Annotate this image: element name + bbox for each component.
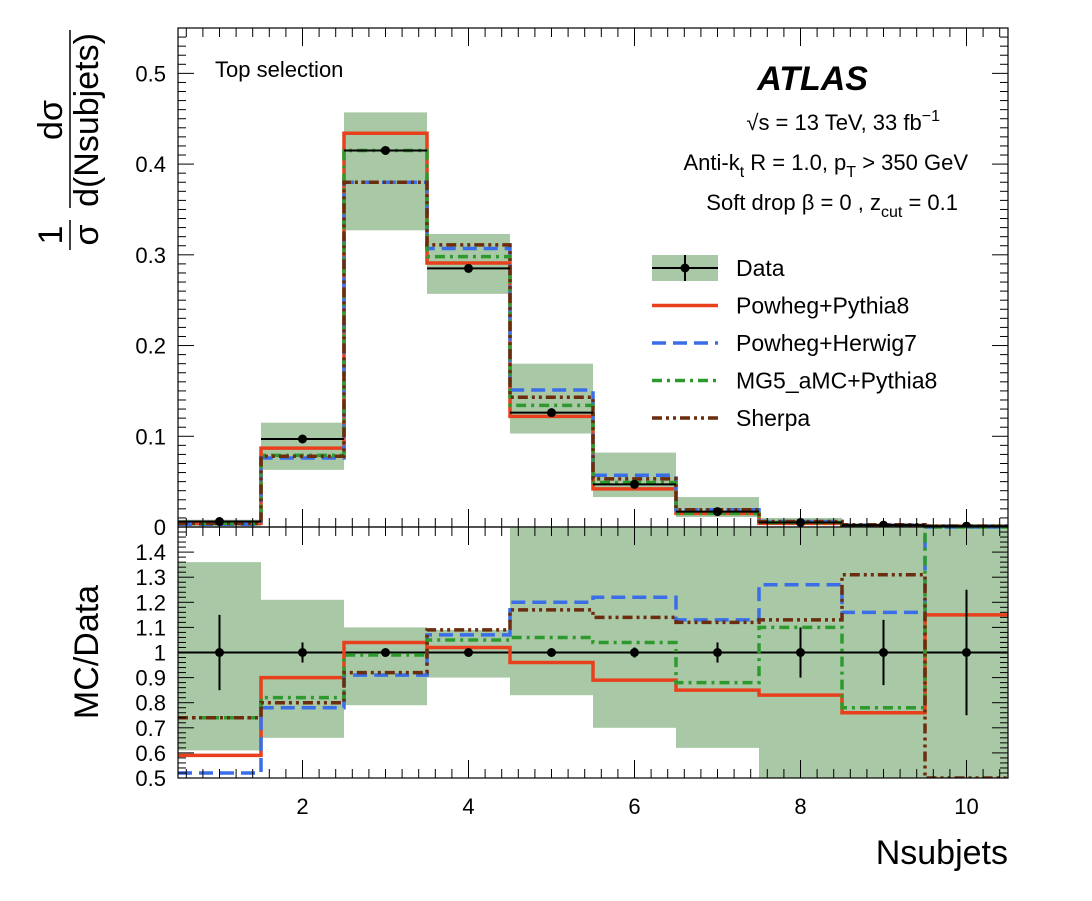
energy-text: s = 13 TeV, 33 fb (758, 110, 921, 135)
sd-tail: = 0.1 (902, 190, 958, 215)
y-tick-label: 0.5 (135, 61, 166, 86)
uncertainty-band-bin (593, 527, 676, 728)
energy-superscript: −1 (922, 108, 940, 125)
y-tick-label: 0.4 (135, 152, 166, 177)
legend-label: Sherpa (736, 405, 810, 431)
y-tick-label: 0.5 (135, 766, 166, 791)
data-point (962, 648, 971, 657)
x-tick-label: 6 (628, 794, 640, 819)
data-point (879, 648, 888, 657)
main-panel-plot-area (178, 112, 1008, 527)
main-panel: 0 0.1 0.2 0.3 0.4 0.5 (135, 27, 1009, 540)
data-point (547, 408, 556, 418)
ylabel-dsigma: dσ (32, 100, 70, 140)
data-point (630, 479, 639, 489)
data-point (298, 648, 307, 657)
ylabel-one: 1 (32, 226, 70, 245)
uncertainty-band-bin (344, 112, 427, 231)
legend-item: Powheg+Pythia8 (652, 293, 909, 319)
y-tick-label: 0.1 (135, 424, 166, 449)
selection-label: Top selection (215, 57, 343, 82)
softdrop-line: Soft drop β = 0 , zcut = 0.1 (706, 190, 958, 221)
data-point (713, 507, 722, 517)
legend-item: Sherpa (652, 405, 810, 431)
jet-line: Anti-kt R = 1.0, pT > 350 GeV (683, 150, 968, 181)
legend-swatch-marker (680, 263, 690, 273)
data-point (381, 145, 390, 155)
y-tick-label: 0.7 (135, 716, 166, 741)
jet-pt-sub: T (846, 164, 856, 181)
legend-item: Data (652, 255, 785, 281)
x-tick-label: 10 (954, 794, 978, 819)
ylabel-sigma: σ (68, 224, 106, 245)
sqrt-symbol: √ (746, 110, 759, 135)
y-tick-label: 0.3 (135, 243, 166, 268)
jet-tail: > 350 GeV (856, 150, 968, 175)
y-tick-label: 1.1 (135, 615, 166, 640)
data-point (464, 648, 473, 657)
series-powheg-herwig7 (178, 527, 1008, 775)
y-tick-label: 1.2 (135, 590, 166, 615)
data-point (381, 648, 390, 657)
y-tick-label: 0.8 (135, 691, 166, 716)
legend-label: Data (736, 255, 785, 281)
legend-label: MG5_aMC+Pythia8 (736, 368, 937, 394)
uncertainty-band-bin (261, 599, 344, 738)
y-tick-label: 0.9 (135, 666, 166, 691)
data-point (298, 434, 307, 444)
jet-prefix: Anti-k (683, 150, 740, 175)
y-tick-label: 1 (154, 641, 166, 666)
legend-item: Powheg+Herwig7 (652, 330, 917, 356)
y-tick-label: 1.4 (135, 540, 166, 565)
uncertainty-band-bin (344, 627, 427, 706)
sd-prefix: Soft drop β = 0 , z (706, 190, 881, 215)
legend-label: Powheg+Herwig7 (736, 330, 917, 356)
y-tick-label: 1.3 (135, 565, 166, 590)
data-point (464, 263, 473, 273)
series-mg5-amc-pythia8 (178, 527, 1008, 720)
y-tick-label: 0.6 (135, 741, 166, 766)
x-tick-label: 8 (794, 794, 806, 819)
x-axis-label: Nsubjets (876, 834, 1008, 872)
data-point (547, 648, 556, 657)
data-point (215, 648, 224, 657)
y-tick-label: 0 (154, 515, 166, 540)
data-point (796, 648, 805, 657)
legend: Data Powheg+Pythia8 Powheg+Herwig7 MG5_aMC+… (652, 255, 937, 431)
jet-sub: t (740, 164, 745, 181)
legend-label: Powheg+Pythia8 (736, 293, 909, 319)
jet-mid: R = 1.0, p (744, 150, 846, 175)
series-sherpa (178, 572, 1008, 778)
energy-line: √s = 13 TeV, 33 fb−1 (746, 108, 940, 135)
ylabel-dnsubjets: d(Nsubjets) (68, 33, 106, 207)
y-tick-label: 0.2 (135, 334, 166, 359)
legend-item: MG5_aMC+Pythia8 (652, 368, 937, 394)
x-tick-label: 2 (296, 794, 308, 819)
uncertainty-band-bin (676, 527, 759, 748)
data-point (630, 648, 639, 657)
ratio-panel-plot-area (178, 527, 1008, 778)
x-tick-label: 4 (462, 794, 474, 819)
main-y-axis-label: 1 σ dσ d(Nsubjets) (32, 30, 106, 250)
atlas-label: ATLAS (756, 60, 868, 98)
sd-sub: cut (881, 204, 903, 221)
uncertainty-band-bin (261, 422, 344, 470)
ratio-y-axis-label: MC/Data (68, 585, 106, 719)
data-point (713, 648, 722, 657)
ratio-panel: 0.50.60.70.80.911.11.21.31.4 2 4 6 8 10 (135, 526, 1009, 819)
